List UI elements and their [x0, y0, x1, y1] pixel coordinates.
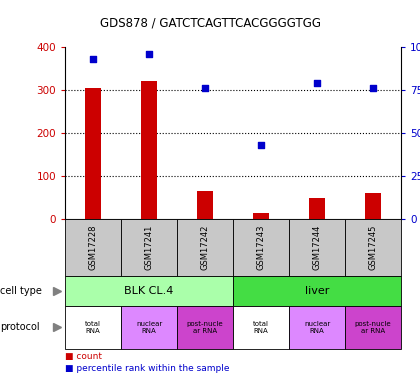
Text: nuclear
RNA: nuclear RNA	[304, 321, 330, 334]
Text: total
RNA: total RNA	[85, 321, 101, 334]
Text: GSM17228: GSM17228	[89, 225, 97, 270]
Text: liver: liver	[305, 286, 329, 296]
Text: cell type: cell type	[0, 286, 42, 296]
Point	[202, 85, 208, 91]
Text: GSM17244: GSM17244	[312, 225, 322, 270]
Text: ■ percentile rank within the sample: ■ percentile rank within the sample	[65, 364, 230, 373]
Text: nuclear
RNA: nuclear RNA	[136, 321, 162, 334]
Text: GDS878 / GATCTCAGTTCACGGGGTGG: GDS878 / GATCTCAGTTCACGGGGTGG	[100, 17, 320, 30]
Point	[146, 51, 152, 57]
Text: total
RNA: total RNA	[253, 321, 269, 334]
Text: GSM17241: GSM17241	[144, 225, 154, 270]
Point	[90, 56, 97, 62]
Bar	[197, 191, 213, 219]
Text: post-nucle
ar RNA: post-nucle ar RNA	[355, 321, 391, 334]
Bar	[253, 213, 269, 219]
Text: GSM17242: GSM17242	[201, 225, 210, 270]
Bar	[309, 198, 325, 219]
Bar	[141, 81, 157, 219]
Bar	[365, 193, 381, 219]
Text: GSM17243: GSM17243	[257, 225, 265, 270]
Point	[370, 85, 376, 91]
Text: ■ count: ■ count	[65, 352, 102, 362]
Text: protocol: protocol	[0, 322, 39, 332]
Text: post-nucle
ar RNA: post-nucle ar RNA	[187, 321, 223, 334]
Bar	[85, 88, 101, 219]
Point	[314, 80, 320, 86]
Text: GSM17245: GSM17245	[369, 225, 378, 270]
Point	[258, 142, 265, 148]
Text: BLK CL.4: BLK CL.4	[124, 286, 174, 296]
